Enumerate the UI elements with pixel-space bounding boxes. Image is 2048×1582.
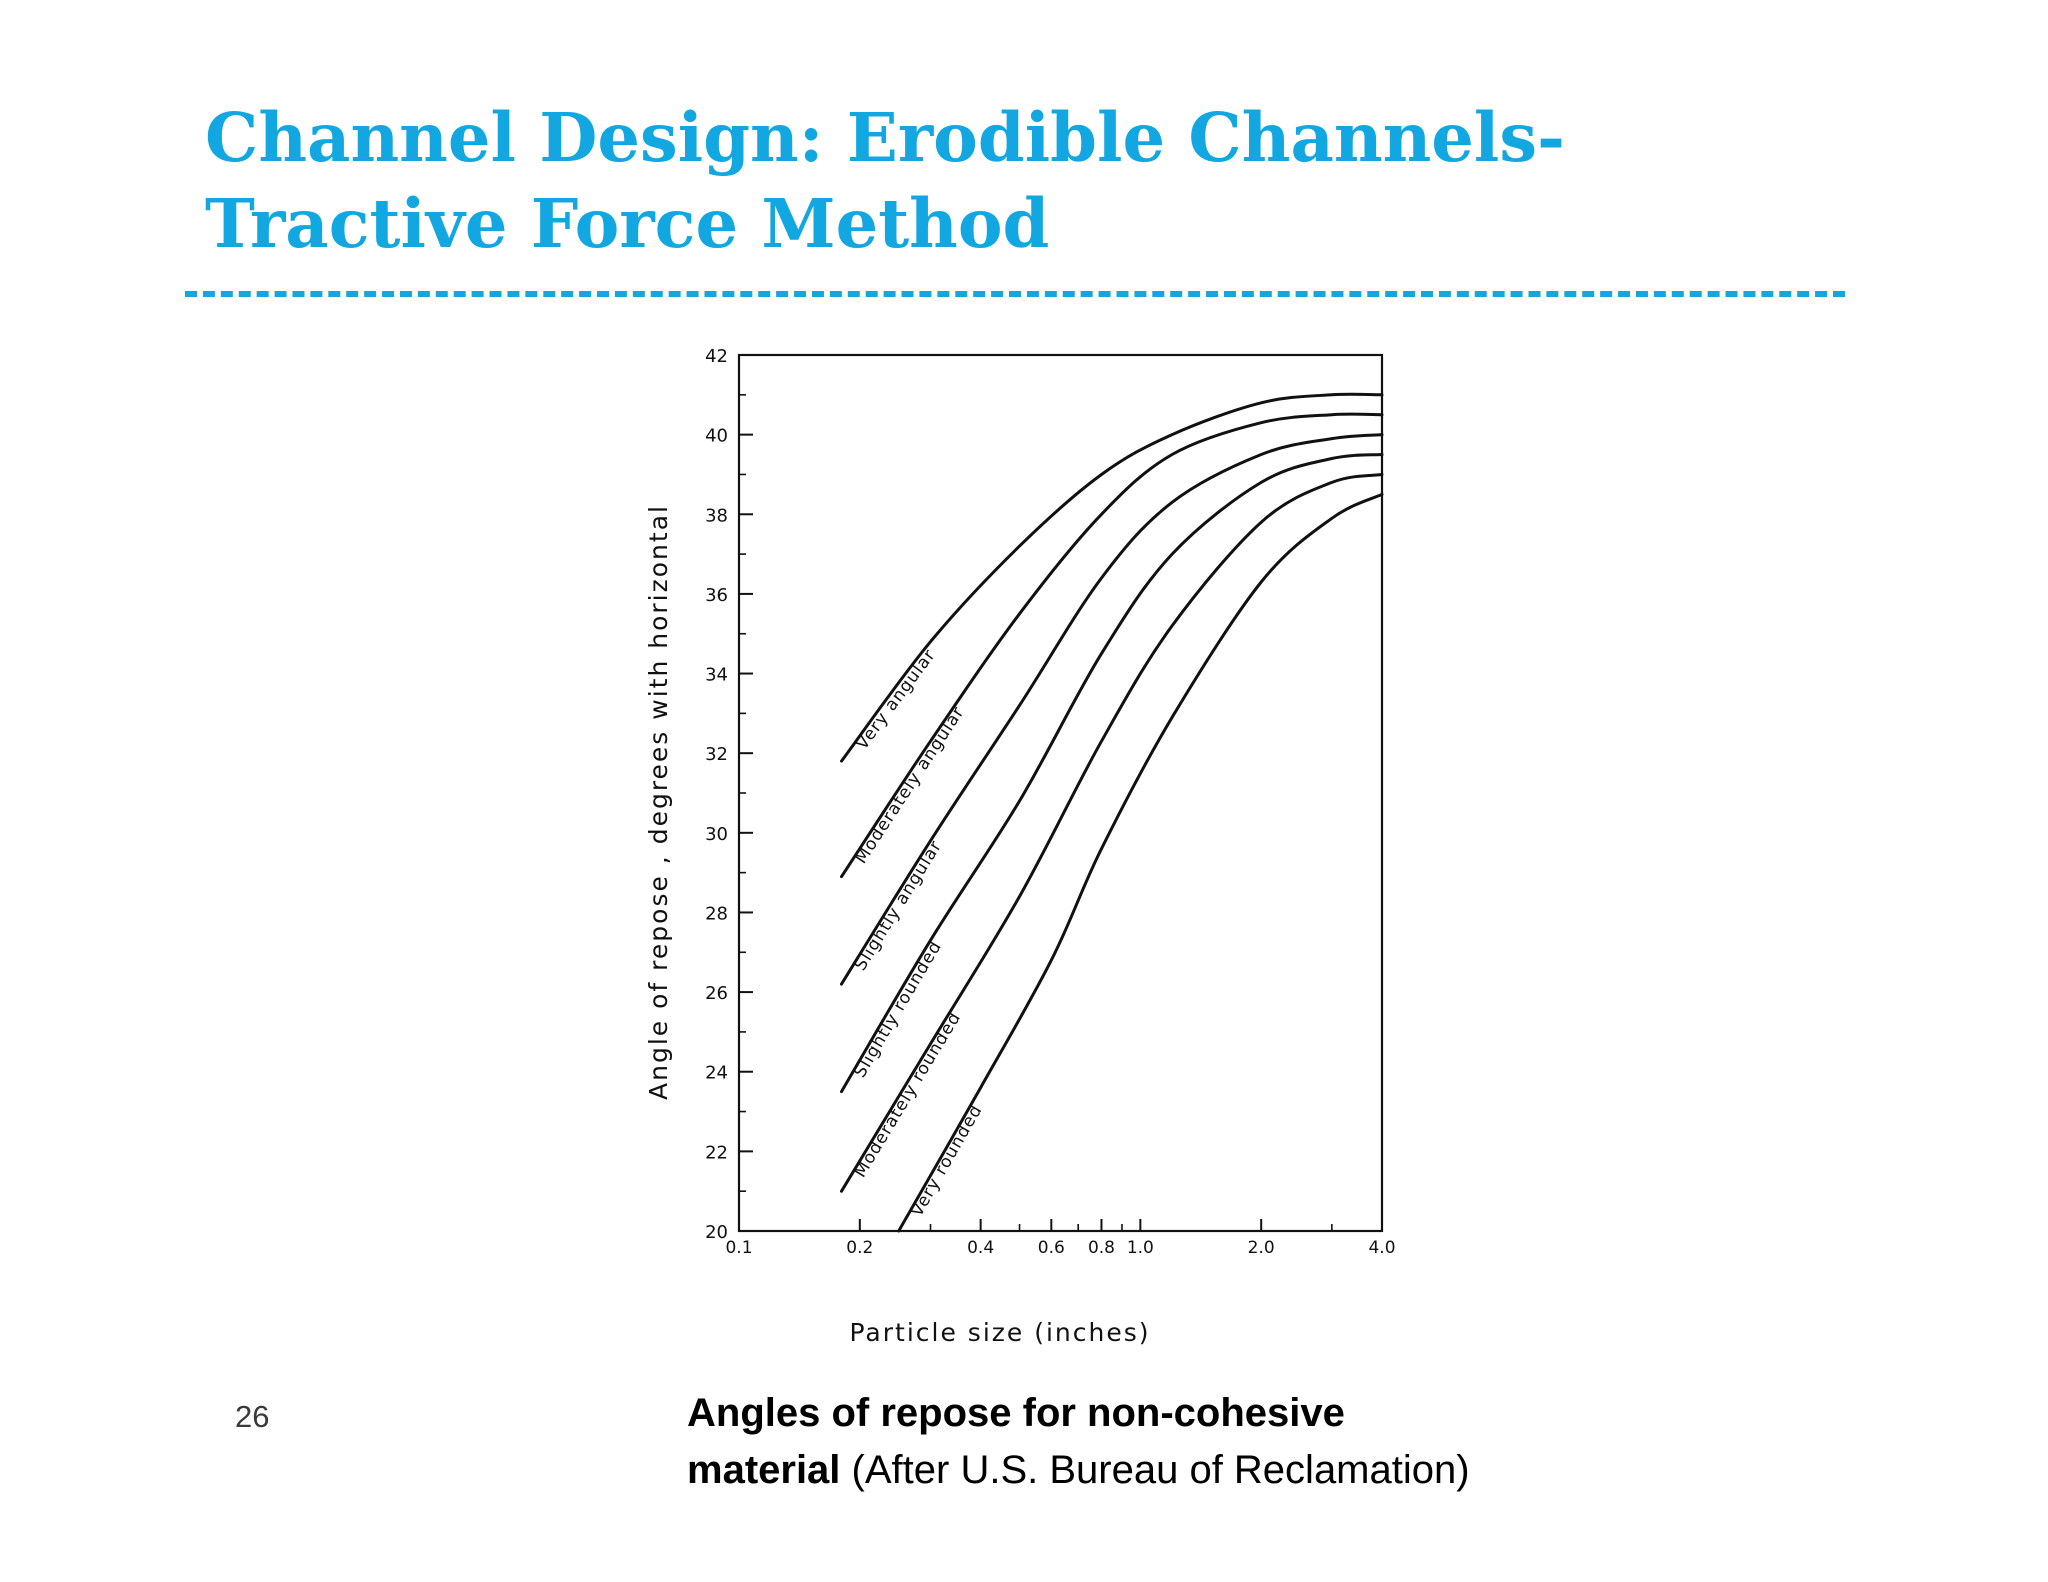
x-tick-label: 0.8 xyxy=(1088,1238,1115,1258)
y-tick-label: 42 xyxy=(705,346,728,367)
caption-bold-line-1: Angles of repose for non-cohesive xyxy=(687,1391,1345,1435)
x-tick-label: 2.0 xyxy=(1248,1238,1275,1258)
caption-bold-line-2: material xyxy=(687,1448,841,1492)
y-tick-label: 26 xyxy=(705,983,728,1004)
y-tick-label: 24 xyxy=(705,1063,728,1084)
series-line-moderately-angular xyxy=(840,412,1384,879)
y-tick-label: 28 xyxy=(705,903,728,924)
series-line-very-angular xyxy=(840,392,1384,763)
series-label-very-angular: Very angular xyxy=(852,645,940,753)
x-tick-label: 4.0 xyxy=(1368,1238,1395,1258)
y-tick-label: 32 xyxy=(705,744,728,765)
series-line-slightly-angular xyxy=(840,433,1384,986)
series-line-very-rounded xyxy=(897,492,1384,1233)
title-dashed-rule xyxy=(185,291,1845,297)
x-tick-label: 0.2 xyxy=(846,1238,873,1258)
slide-title: Channel Design: Erodible Channels- Tract… xyxy=(205,95,1855,267)
series-line-slightly-rounded xyxy=(840,453,1384,1094)
series-label-very-rounded: Very rounded xyxy=(907,1101,987,1220)
y-axis-label: Angle of repose , degrees with horizonta… xyxy=(644,504,673,1100)
x-tick-label: 0.6 xyxy=(1038,1238,1065,1258)
y-tick-label: 34 xyxy=(705,665,728,686)
y-tick-label: 36 xyxy=(705,585,728,606)
slide-title-line-1: Channel Design: Erodible Channels- xyxy=(205,98,1565,177)
y-tick-label: 40 xyxy=(705,426,728,447)
x-tick-label: 1.0 xyxy=(1127,1238,1154,1258)
slide-title-line-2: Tractive Force Method xyxy=(205,184,1050,263)
x-axis-label: Particle size (inches) xyxy=(849,1318,1150,1347)
y-tick-label: 30 xyxy=(705,824,728,845)
slide-number: 26 xyxy=(235,1399,270,1434)
y-tick-label: 20 xyxy=(705,1222,728,1243)
figure-caption: Angles of repose for non-cohesive materi… xyxy=(687,1385,1787,1499)
y-tick-label: 38 xyxy=(705,505,728,526)
x-tick-label: 0.1 xyxy=(725,1238,752,1258)
plot-frame xyxy=(737,353,1384,1233)
y-tick-label: 22 xyxy=(705,1142,728,1163)
caption-source: (After U.S. Bureau of Reclamation) xyxy=(840,1448,1470,1492)
x-tick-label: 0.4 xyxy=(967,1238,994,1258)
series-line-moderately-rounded xyxy=(840,473,1384,1193)
